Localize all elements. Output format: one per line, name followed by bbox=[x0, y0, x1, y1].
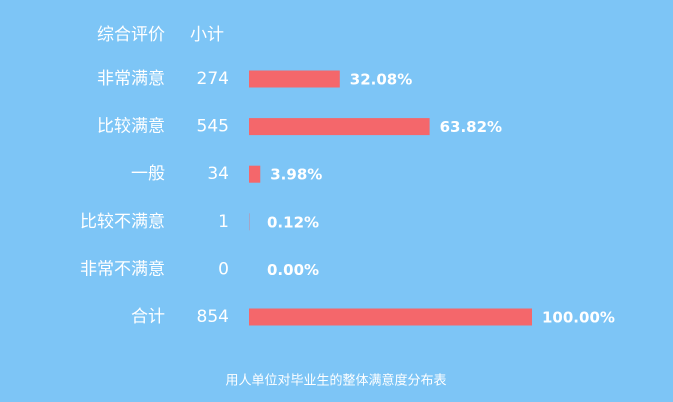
bar bbox=[249, 70, 340, 88]
value-label: 0.12% bbox=[267, 213, 319, 231]
chart-title: 用人单位对毕业生的整体满意度分布表 bbox=[225, 373, 446, 389]
category-label: 比较满意 bbox=[97, 117, 165, 137]
category-label: 非常不满意 bbox=[80, 259, 165, 279]
category-label: 合计 bbox=[131, 307, 165, 327]
value-label: 63.82% bbox=[440, 118, 502, 136]
count-label: 545 bbox=[197, 117, 229, 137]
value-label: 0.00% bbox=[267, 261, 319, 279]
category-label: 非常满意 bbox=[97, 69, 165, 89]
count-label: 274 bbox=[197, 69, 229, 89]
category-label: 比较不满意 bbox=[80, 212, 165, 232]
category-label: 一般 bbox=[131, 164, 165, 184]
count-label: 854 bbox=[197, 307, 229, 327]
value-label: 32.08% bbox=[350, 71, 412, 89]
count-label: 34 bbox=[207, 164, 229, 184]
column-header: 综合评价 bbox=[97, 25, 165, 45]
bar bbox=[249, 308, 532, 326]
value-label: 3.98% bbox=[270, 166, 322, 184]
value-label: 100.00% bbox=[542, 309, 615, 327]
count-label: 0 bbox=[218, 259, 229, 279]
column-header: 小计 bbox=[190, 25, 224, 45]
count-label: 1 bbox=[218, 212, 229, 232]
bar bbox=[249, 118, 430, 136]
bar bbox=[249, 165, 261, 183]
